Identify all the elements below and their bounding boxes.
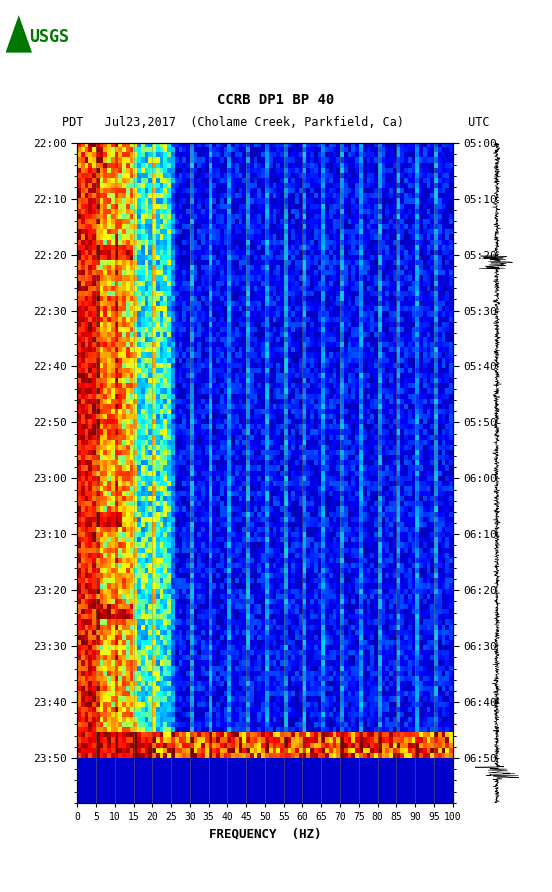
X-axis label: FREQUENCY  (HZ): FREQUENCY (HZ) (209, 828, 321, 840)
Text: CCRB DP1 BP 40: CCRB DP1 BP 40 (217, 93, 335, 107)
Polygon shape (6, 15, 32, 53)
Text: USGS: USGS (29, 28, 68, 46)
Text: PDT   Jul23,2017  (Cholame Creek, Parkfield, Ca)         UTC: PDT Jul23,2017 (Cholame Creek, Parkfield… (62, 116, 490, 129)
